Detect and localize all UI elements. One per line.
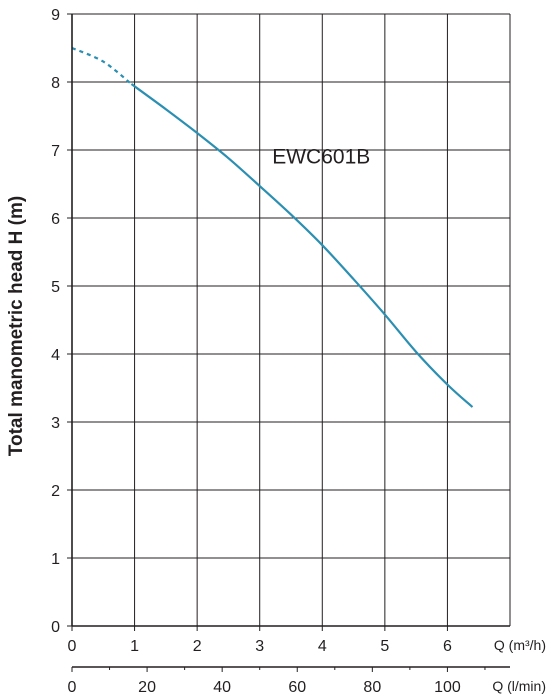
x-tick-label: 5 (380, 638, 389, 655)
x2-axis-unit-label: Q (l/min) (492, 678, 546, 694)
x2-tick-label: 0 (68, 679, 77, 696)
x2-tick-label: 60 (288, 679, 306, 696)
y-tick-label: 4 (51, 347, 60, 364)
x-tick-label: 4 (318, 638, 327, 655)
y-tick-label: 7 (51, 143, 60, 160)
series-line (130, 83, 474, 408)
x2-tick-label: 80 (363, 679, 381, 696)
y-tick-label: 2 (51, 483, 60, 500)
grid (71, 13, 511, 627)
y-tick-label: 9 (51, 7, 60, 24)
y-tick-label: 8 (51, 75, 60, 92)
x-tick-label: 2 (193, 638, 202, 655)
y-axis-title: Total manometric head H (m) (6, 196, 27, 456)
x-tick-label: 3 (255, 638, 264, 655)
x-tick-label: 0 (68, 638, 77, 655)
y-tick-label: 5 (51, 279, 60, 296)
x-axis-unit-label: Q (m³/h) (494, 637, 546, 653)
y-tick-label: 1 (51, 551, 60, 568)
x2-tick-label: 100 (434, 679, 461, 696)
y-tick-label: 6 (51, 211, 60, 228)
y-tick-label: 3 (51, 415, 60, 432)
axes (67, 13, 510, 672)
performance-curves (71, 46, 474, 408)
x2-tick-label: 20 (138, 679, 156, 696)
x-tick-label: 1 (130, 638, 139, 655)
series-label: EWC601B (272, 146, 370, 169)
y-tick-label: 0 (51, 619, 60, 636)
series-line-extrapolated (71, 46, 133, 85)
x2-tick-label: 40 (213, 679, 231, 696)
x-tick-label: 6 (443, 638, 452, 655)
